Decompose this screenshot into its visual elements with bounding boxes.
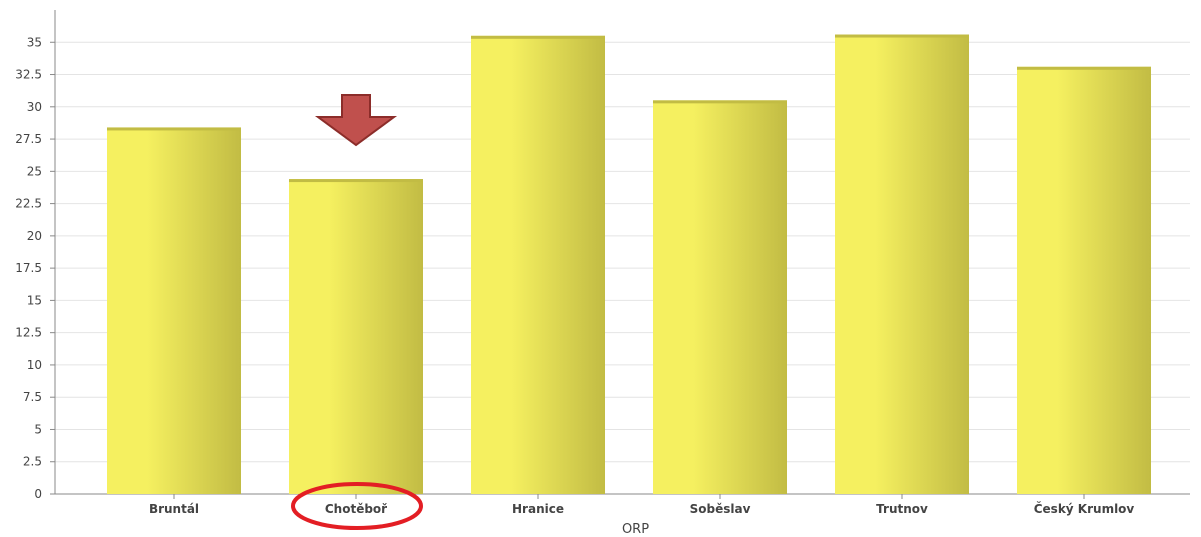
bar-Bruntál	[107, 127, 241, 494]
x-tick-label: Soběslav	[690, 502, 751, 516]
highlight-circle	[291, 482, 423, 530]
x-tick-label: Trutnov	[876, 502, 928, 516]
bars	[107, 34, 1151, 495]
bar-top-edge	[653, 100, 787, 104]
bar-Chotěboř	[289, 179, 423, 494]
y-tick-label: 22.5	[15, 197, 42, 211]
bar-Český Krumlov	[1017, 66, 1151, 494]
y-tick-label: 7.5	[23, 390, 42, 404]
bar-Hranice	[471, 35, 605, 495]
axes	[54, 10, 1190, 495]
y-tick-label: 20	[27, 229, 42, 243]
bar-top-edge	[107, 127, 241, 131]
x-tick-labels: Bruntál Chotěboř Hranice Soběslav Trutnov Čes…	[149, 494, 1134, 516]
x-tick-label: Český Krumlov	[1034, 501, 1135, 516]
bar-top-edge	[1017, 66, 1151, 70]
y-tick-label: 2.5	[23, 455, 42, 469]
y-tick-label: 27.5	[15, 132, 42, 146]
x-axis-title: ORP	[622, 522, 649, 537]
bar-Trutnov	[835, 34, 969, 494]
y-tick-label: 12.5	[15, 326, 42, 340]
bar	[289, 179, 423, 494]
x-tick-label: Bruntál	[149, 502, 199, 516]
x-tick-label: Hranice	[512, 502, 564, 516]
bar	[471, 35, 605, 495]
bar-top-edge	[471, 35, 605, 39]
y-tick-labels: 0 2.5 5 7.5 10 12.5 15 17.5 20 22.5 25 27.5 30 32.5 35	[15, 35, 55, 501]
y-tick-label: 30	[27, 100, 42, 114]
y-tick-label: 32.5	[15, 68, 42, 82]
bar-top-edge	[835, 34, 969, 38]
bar	[653, 100, 787, 494]
y-tick-label: 0	[34, 487, 42, 501]
x-tick-label: Chotěboř	[325, 502, 387, 516]
y-tick-label: 10	[27, 358, 42, 372]
y-tick-label: 5	[34, 422, 42, 436]
bar	[835, 34, 969, 494]
y-tick-label: 25	[27, 164, 42, 178]
gridlines	[55, 41, 1190, 463]
y-tick-label: 17.5	[15, 261, 42, 275]
y-tick-label: 15	[27, 293, 42, 307]
bar-Soběslav	[653, 100, 787, 494]
down-arrow-icon	[314, 94, 398, 147]
bar	[1017, 66, 1151, 494]
bar-top-edge	[289, 179, 423, 183]
annotations	[291, 94, 423, 530]
bar	[107, 127, 241, 494]
y-tick-label: 35	[27, 35, 42, 49]
